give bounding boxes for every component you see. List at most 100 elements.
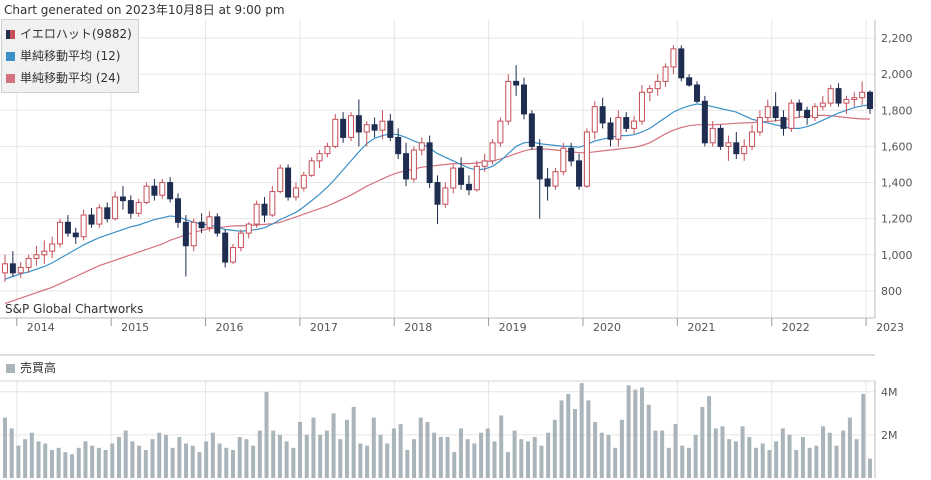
year-tick-label: 2021: [687, 321, 715, 334]
volume-bar: [800, 437, 805, 478]
candle-body: [119, 196, 126, 202]
candle-body: [505, 80, 512, 122]
volume-bar: [184, 443, 189, 478]
volume-bar: [150, 439, 155, 478]
volume-bar: [854, 439, 859, 478]
volume-bar: [505, 452, 510, 478]
volume-bar: [834, 445, 839, 478]
candle-body: [733, 142, 740, 155]
candle-body: [859, 91, 866, 99]
volume-bar: [613, 447, 618, 478]
volume-legend[interactable]: 売買高: [6, 359, 56, 376]
candle-body: [214, 216, 221, 234]
year-tick-label: 2019: [499, 321, 527, 334]
legend-item-price[interactable]: イエロハット(9882): [6, 23, 132, 45]
volume-bar: [224, 447, 229, 478]
candle-body: [292, 187, 299, 198]
candle-body: [80, 214, 87, 238]
candle-body: [521, 84, 527, 115]
candle-body: [670, 48, 677, 68]
candle-body: [725, 142, 732, 147]
volume-bar: [626, 385, 631, 478]
candle-body: [112, 196, 119, 220]
legend-item-sma24[interactable]: 単純移動平均 (24): [6, 67, 132, 89]
volume-bar: [163, 434, 168, 478]
volume-bar: [90, 445, 95, 478]
candle-body: [513, 80, 520, 86]
volume-bar: [593, 421, 598, 478]
year-tick-label: 2017: [310, 321, 338, 334]
candle-body: [615, 117, 622, 140]
price-tick-label: 1,200: [881, 213, 913, 226]
volume-bar: [713, 428, 718, 478]
candle-body: [576, 160, 583, 187]
sma24-swatch: [6, 74, 15, 83]
candle-body: [544, 178, 551, 187]
legend-item-sma12[interactable]: 単純移動平均 (12): [6, 45, 132, 67]
candle-body: [843, 98, 850, 104]
volume-bar: [720, 426, 725, 478]
candle-body: [285, 167, 292, 198]
volume-bar: [277, 434, 282, 478]
volume-bar: [103, 449, 108, 478]
year-tick-label: 2018: [404, 321, 432, 334]
candles: [2, 45, 873, 282]
candle-body: [418, 142, 425, 151]
volume-bar: [318, 434, 323, 478]
volume-bar: [787, 434, 792, 478]
volume-bar: [371, 417, 376, 478]
candle-body: [198, 221, 205, 229]
candle-body: [772, 106, 779, 119]
volume-bar: [284, 441, 289, 478]
candle-body: [583, 131, 590, 187]
volume-bar: [512, 430, 517, 478]
volume-label: 売買高: [20, 361, 57, 375]
candle-body: [167, 182, 174, 200]
candle-body: [127, 200, 134, 214]
volume-bar: [177, 437, 182, 478]
sma12-swatch: [6, 52, 15, 61]
candle-body: [371, 124, 378, 131]
volume-bar: [465, 439, 470, 478]
volume-bar: [492, 441, 497, 478]
candle-body: [355, 115, 362, 133]
volume-bar: [767, 449, 772, 478]
candle-body: [434, 182, 441, 205]
volume-bar: [733, 441, 738, 478]
candle-body: [253, 203, 260, 225]
candle-body: [481, 160, 488, 167]
candle-body: [709, 127, 716, 144]
volume-bar: [331, 413, 336, 478]
candle-body: [694, 84, 700, 102]
candle-body: [756, 117, 763, 133]
candle-body: [269, 191, 276, 216]
volume-bar: [458, 428, 463, 478]
volume-bar: [338, 439, 343, 478]
candle-body: [17, 266, 24, 274]
volume-bar: [532, 437, 537, 478]
volume-bar: [237, 437, 242, 478]
price-swatch: [6, 30, 15, 39]
volume-bar: [29, 432, 34, 478]
candle-body: [143, 185, 150, 203]
volume-bar: [827, 432, 832, 478]
year-tick-label: 2023: [876, 321, 904, 334]
price-tick-label: 1,400: [881, 177, 913, 190]
sma-12-layer: [4, 103, 871, 280]
year-tick-label: 2015: [121, 321, 149, 334]
volume-bar: [754, 447, 759, 478]
volume-bar: [445, 437, 450, 478]
volume-bar: [599, 432, 604, 478]
volume-bar: [479, 432, 484, 478]
volume-bar: [747, 437, 752, 478]
candle-body: [811, 106, 818, 119]
volume-bar: [123, 430, 128, 478]
volume-bar: [579, 383, 584, 478]
volume-bar: [251, 445, 256, 478]
candle-body: [237, 232, 244, 249]
candle-body: [410, 149, 417, 180]
candle-body: [300, 174, 307, 189]
volume-bar: [418, 417, 423, 478]
candle-body: [72, 232, 79, 238]
candle-body: [206, 216, 213, 229]
